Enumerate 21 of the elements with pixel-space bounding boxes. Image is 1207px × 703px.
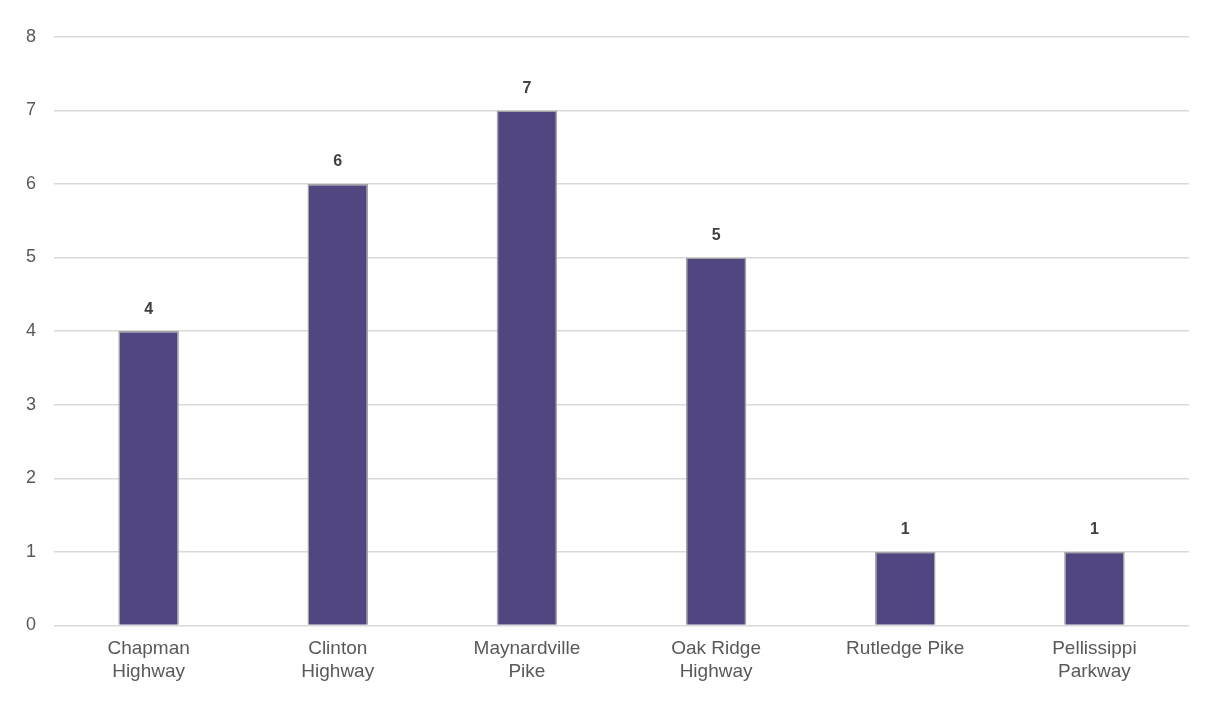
data-label: 6 — [333, 152, 343, 170]
data-label: 7 — [522, 78, 532, 96]
x-tick-label: Chapman Highway — [107, 637, 190, 681]
x-tick-label: Clinton Highway — [301, 637, 375, 681]
y-tick-label: 4 — [26, 320, 37, 341]
y-tick-label: 7 — [26, 99, 37, 120]
y-tick-label: 2 — [26, 467, 37, 488]
data-label: 1 — [900, 520, 910, 538]
x-tick-label: Maynardville Pike — [473, 637, 581, 681]
y-tick-label: 0 — [26, 614, 37, 635]
y-tick-label: 8 — [26, 25, 37, 46]
y-tick-label: 6 — [26, 172, 37, 193]
data-label: 4 — [144, 299, 154, 317]
data-label: 5 — [711, 225, 721, 243]
y-tick-label: 1 — [26, 540, 37, 561]
y-tick-label: 3 — [26, 393, 37, 414]
x-tick-label: Rutledge Pike — [846, 637, 965, 659]
data-label: 1 — [1089, 520, 1099, 538]
x-tick-label: Oak Ridge Highway — [671, 637, 761, 681]
y-tick-label: 5 — [26, 246, 37, 267]
x-tick-label: Pellissippi Parkway — [1052, 637, 1137, 681]
